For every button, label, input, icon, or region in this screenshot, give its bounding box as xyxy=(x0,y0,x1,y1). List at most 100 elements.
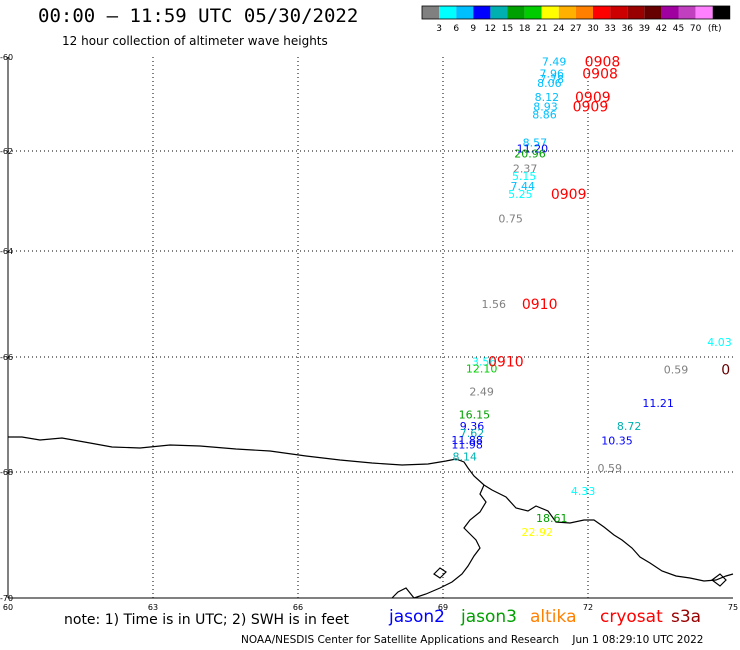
colorbar-swatch xyxy=(593,6,611,19)
colorbar-tick-label: 45 xyxy=(673,24,684,34)
y-tick-label: -68 xyxy=(0,468,13,477)
pass-time-label: 0908 xyxy=(585,55,621,71)
wave-height-label: 4.33 xyxy=(571,485,596,498)
wave-height-colorbar: 3 6 9 12 15 18 21 24 27 30 33 36 39 42 45 70 (ft) xyxy=(421,5,731,34)
colorbar-swatch xyxy=(422,6,440,19)
wave-height-label: 16.15 xyxy=(459,409,491,422)
units-note: note: 1) Time is in UTC; 2) SWH is in fe… xyxy=(64,612,350,628)
colorbar-swatch xyxy=(712,6,730,19)
wave-height-label: 5.15 xyxy=(512,170,537,183)
colorbar-unit: (ft) xyxy=(708,24,722,34)
y-tick-label: -60 xyxy=(0,53,13,62)
colorbar-swatch xyxy=(541,6,559,19)
wave-height-label: 7.96 xyxy=(540,67,565,80)
map-title: 00:00 – 11:59 UTC 05/30/2022 xyxy=(38,5,359,27)
y-tick-label: -62 xyxy=(0,147,13,156)
wave-height-label: 7.78 xyxy=(540,73,565,86)
legend-cryosat: cryosat xyxy=(600,607,663,627)
colorbar-frame xyxy=(421,5,731,20)
credit-timestamp: Jun 1 08:29:10 UTC 2022 xyxy=(572,634,704,646)
colorbar-tick-label: 30 xyxy=(587,24,599,34)
pass-time-label: 0909 xyxy=(573,99,609,115)
wave-height-label: 8.57 xyxy=(523,137,548,150)
legend-jason3: jason3 xyxy=(461,607,517,627)
colorbar-tick-label: 3 xyxy=(436,24,442,34)
colorbar-tick-label: 12 xyxy=(485,24,496,34)
colorbar-tick-label: 6 xyxy=(453,24,459,34)
x-tick-label: 66 xyxy=(293,603,303,612)
legend-s3a: s3a xyxy=(671,607,702,627)
colorbar-swatch xyxy=(644,6,662,19)
pass-time-label: 0910 xyxy=(522,297,558,313)
wave-height-label: 3.56 xyxy=(472,356,497,369)
map-gridlines xyxy=(8,57,733,598)
pass-time-label: 0910 xyxy=(488,355,524,371)
coastline-main xyxy=(8,436,734,582)
colorbar-tick-label: 21 xyxy=(536,24,547,34)
wave-height-label: 4.03 xyxy=(707,336,732,349)
wave-height-label: 0.59 xyxy=(664,364,689,377)
wave-height-label: 12.10 xyxy=(466,363,498,376)
wave-height-label: 22.92 xyxy=(522,526,554,539)
x-tick-label: 72 xyxy=(583,603,593,612)
wave-height-label: 0.75 xyxy=(498,213,523,226)
pass-time-label: 0909 xyxy=(575,90,611,106)
legend-jason2: jason2 xyxy=(389,607,445,627)
wave-height-label: 8.14 xyxy=(453,450,478,463)
wave-height-label: 8.06 xyxy=(537,77,562,90)
wave-height-label: 11.88 xyxy=(451,434,483,447)
map-axes xyxy=(7,57,733,599)
colorbar-swatch xyxy=(695,6,713,19)
colorbar-swatch xyxy=(610,6,628,19)
wave-height-label: 0.59 xyxy=(598,462,623,475)
colorbar-swatch xyxy=(627,6,645,19)
colorbar-swatch xyxy=(558,6,576,19)
colorbar-tick-label: 27 xyxy=(570,24,581,34)
credit-footer: NOAA/NESDIS Center for Satellite Applica… xyxy=(241,634,704,646)
wave-height-label: 20.96 xyxy=(514,148,546,161)
pass-time-label: 0908 xyxy=(582,66,618,82)
wave-height-label: 2.37 xyxy=(513,163,538,176)
colorbar-tick-label: 24 xyxy=(553,24,565,34)
x-tick-label: 75 xyxy=(728,603,738,612)
x-tick-label: 60 xyxy=(3,603,13,612)
coastline xyxy=(8,436,734,599)
wave-height-label: 8.12 xyxy=(535,91,560,104)
pass-time-label: 0909 xyxy=(551,187,587,203)
x-tick-label: 63 xyxy=(148,603,158,612)
wave-height-label: 10.35 xyxy=(601,434,633,447)
wave-height-label: 8.72 xyxy=(617,420,642,433)
wave-height-label: 2.49 xyxy=(469,386,494,399)
wave-height-label: 11.21 xyxy=(642,397,674,410)
wave-height-label: 8.93 xyxy=(533,100,558,113)
wave-height-label: 1.56 xyxy=(482,298,507,311)
wave-height-label: 8.86 xyxy=(532,108,557,121)
colorbar-tick-label: 33 xyxy=(604,24,615,34)
wave-height-label: 9.36 xyxy=(460,420,485,433)
wave-height-label: 18.61 xyxy=(536,512,568,525)
wave-height-label: 7.44 xyxy=(511,180,536,193)
wave-height-readings: 7.497.967.788.068.128.938.86 8.5711.2020.… xyxy=(451,55,731,539)
colorbar-tick-label: 70 xyxy=(690,24,702,34)
wave-height-label: 11.20 xyxy=(517,143,549,156)
colorbar-swatch xyxy=(678,6,696,19)
map-subtitle: 12 hour collection of altimeter wave hei… xyxy=(62,34,328,48)
y-tick-label: -66 xyxy=(0,353,13,362)
colorbar-tick-label: 39 xyxy=(639,24,651,34)
colorbar-swatch xyxy=(473,6,491,19)
pass-time-label: 0 xyxy=(721,363,730,379)
colorbar-swatch xyxy=(575,6,593,19)
coast-fragment xyxy=(391,587,415,599)
island-outline xyxy=(711,573,727,587)
colorbar-swatch xyxy=(439,6,457,19)
colorbar-swatch xyxy=(507,6,525,19)
y-tick-label: -70 xyxy=(0,594,13,603)
wave-height-label: 11.98 xyxy=(451,438,483,451)
colorbar-tick-label: 36 xyxy=(621,24,633,34)
colorbar-swatch xyxy=(661,6,679,19)
legend-altika: altika xyxy=(530,607,577,627)
colorbar-tick-label: 9 xyxy=(470,24,476,34)
wave-height-label: 5.25 xyxy=(508,188,533,201)
wave-height-label: 7.62 xyxy=(460,427,485,440)
